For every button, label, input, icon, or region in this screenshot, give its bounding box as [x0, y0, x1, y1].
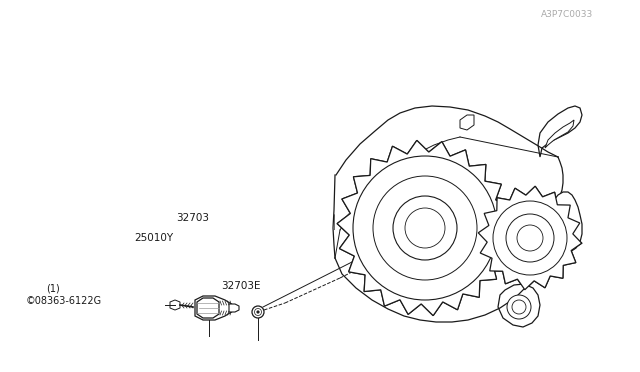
Polygon shape [170, 300, 180, 310]
Circle shape [507, 295, 531, 319]
Circle shape [373, 176, 477, 280]
Polygon shape [460, 115, 474, 130]
Polygon shape [538, 106, 582, 157]
Circle shape [373, 176, 477, 280]
Circle shape [493, 201, 567, 275]
Text: ©08363-6122G: ©08363-6122G [26, 296, 102, 306]
Circle shape [506, 214, 554, 262]
Polygon shape [195, 296, 233, 320]
Text: 25010Y: 25010Y [134, 233, 173, 243]
Circle shape [393, 196, 457, 260]
Text: 32703: 32703 [176, 213, 209, 222]
Circle shape [257, 311, 259, 313]
Text: 32703E: 32703E [221, 282, 260, 291]
Polygon shape [197, 298, 219, 318]
Text: A3P7C0033: A3P7C0033 [541, 10, 593, 19]
Circle shape [353, 156, 497, 300]
Polygon shape [337, 140, 513, 315]
Circle shape [393, 196, 457, 260]
Polygon shape [478, 186, 582, 290]
Circle shape [405, 208, 445, 248]
Circle shape [493, 201, 567, 275]
Circle shape [353, 156, 497, 300]
Text: (1): (1) [46, 283, 60, 293]
Circle shape [405, 208, 445, 248]
Circle shape [517, 225, 543, 251]
Polygon shape [478, 186, 582, 290]
Polygon shape [335, 100, 575, 340]
Circle shape [517, 225, 543, 251]
Circle shape [255, 308, 262, 315]
Circle shape [506, 214, 554, 262]
Polygon shape [498, 284, 540, 327]
Polygon shape [548, 192, 582, 253]
Circle shape [252, 306, 264, 318]
Circle shape [512, 300, 526, 314]
Polygon shape [545, 120, 574, 148]
Polygon shape [229, 304, 239, 312]
Polygon shape [335, 150, 380, 230]
Polygon shape [337, 140, 513, 315]
